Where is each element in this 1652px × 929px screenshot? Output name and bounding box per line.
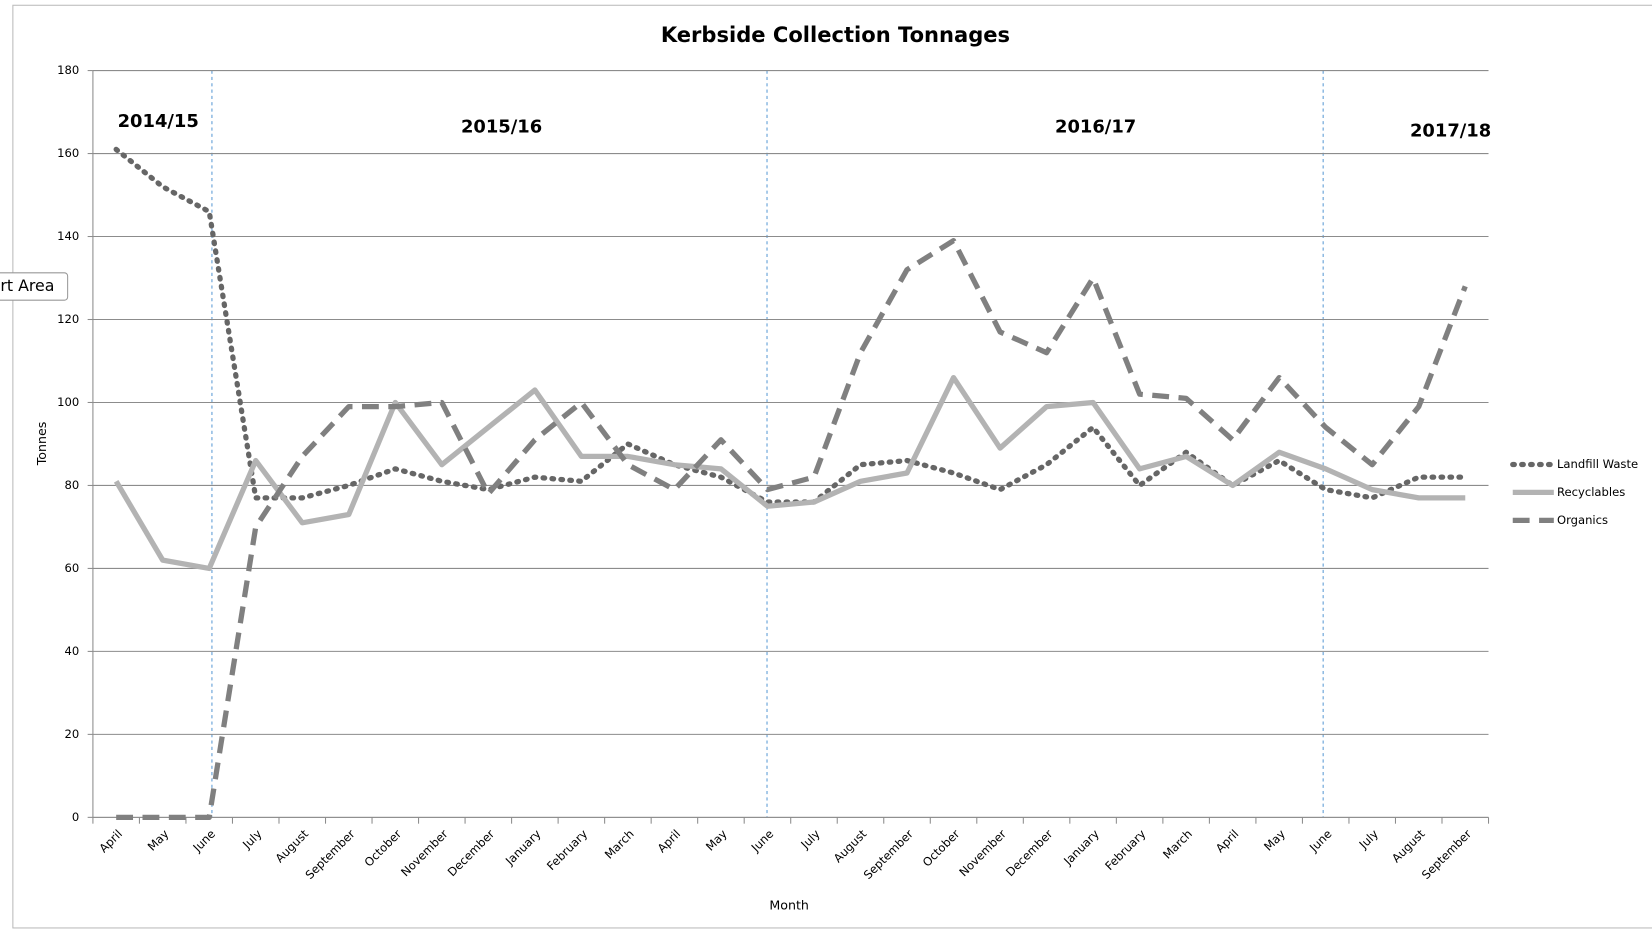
tooltip-text: Chart Area — [0, 276, 54, 295]
legend-label: Landfill Waste — [1557, 457, 1638, 471]
y-tick-label: 140 — [57, 229, 79, 243]
y-tick-label: 80 — [64, 478, 79, 492]
tooltip — [0, 272, 69, 301]
y-tick-label: 0 — [72, 810, 79, 824]
chart-title: Kerbside Collection Tonnages — [661, 22, 1010, 47]
period-label: 2014/15 — [118, 111, 199, 132]
series-line — [113, 374, 1466, 572]
series-line — [116, 238, 1468, 820]
chart-frame — [12, 4, 1652, 929]
legend-label: Recyclables — [1557, 485, 1625, 499]
legend-label: Organics — [1557, 513, 1608, 527]
y-tick-label: 40 — [64, 644, 79, 658]
y-tick-label: 20 — [64, 727, 79, 741]
y-axis-label: Tonnes — [34, 422, 49, 467]
y-tick-label: 160 — [57, 146, 79, 160]
x-axis-label: Month — [769, 897, 809, 912]
period-label: 2016/17 — [1055, 116, 1136, 137]
y-tick-label: 100 — [57, 395, 79, 409]
y-tick-label: 180 — [57, 63, 79, 77]
y-tick-label: 120 — [57, 312, 79, 326]
period-label: 2015/16 — [461, 116, 542, 137]
y-tick-label: 60 — [64, 561, 79, 575]
period-label: 2017/18 — [1410, 121, 1491, 142]
